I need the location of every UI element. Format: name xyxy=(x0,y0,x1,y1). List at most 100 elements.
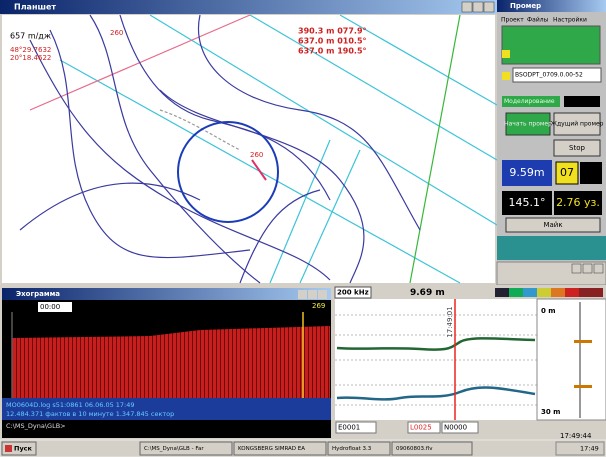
taskbar: Пуск C:\MS_Dyna\GLB - Far KONGSBERG SIMR… xyxy=(0,439,606,457)
indicator xyxy=(502,72,510,80)
survey-lines-part-part xyxy=(149,14,498,226)
heading-box xyxy=(502,191,552,215)
counter-box xyxy=(335,421,377,434)
window-controls-part[interactable] xyxy=(593,263,604,274)
window-controls-part[interactable] xyxy=(483,1,495,13)
status-box xyxy=(564,96,600,107)
heading-value: 145.1° xyxy=(509,196,546,209)
survey-lines-part-part xyxy=(249,14,498,161)
window-controls-part[interactable] xyxy=(582,263,593,274)
control-panel: Промер Проект Файлы Настройки BSODPT_070… xyxy=(496,0,606,286)
window-controls-part[interactable] xyxy=(472,1,484,13)
task-label: C:\MS_Dyna\GLB - Far xyxy=(144,446,204,452)
start-button-part[interactable] xyxy=(505,112,551,136)
window-controls-part[interactable] xyxy=(571,263,582,274)
range-grid xyxy=(335,314,537,406)
survey-lines-part-part xyxy=(299,149,361,284)
range-strip xyxy=(536,298,606,421)
window-controls[interactable] xyxy=(571,263,604,274)
time-dropdown[interactable] xyxy=(38,302,72,312)
stop-button[interactable]: Stop xyxy=(553,139,601,157)
time-mark: 17:49:01 xyxy=(446,306,454,337)
window-controls-part[interactable] xyxy=(318,290,327,299)
task-button[interactable]: 09060803.flv xyxy=(391,441,473,456)
start-button[interactable]: Начать промер xyxy=(504,112,552,136)
range-top: 0 m xyxy=(541,307,556,315)
start-menu-button-part[interactable] xyxy=(5,445,12,452)
map-window: Планшет 657 m/дж 48°29.7632 20°18.4622 2… xyxy=(0,0,498,285)
file-field[interactable] xyxy=(512,67,602,83)
tray-clock: 17:49 xyxy=(580,445,599,453)
map-label: 260 xyxy=(110,29,123,37)
start-menu-button[interactable]: Пуск xyxy=(1,441,37,456)
log-panel xyxy=(2,398,331,420)
window-controls-part[interactable] xyxy=(461,1,473,13)
menu-item[interactable]: Настройки xyxy=(553,17,587,24)
menu-item[interactable]: Файлы xyxy=(527,17,549,24)
gps-box xyxy=(501,25,601,65)
survey-lines-part-part xyxy=(198,14,421,231)
color-palette-part xyxy=(551,288,565,297)
title-bar xyxy=(2,288,331,300)
teal-bar xyxy=(497,236,606,260)
task-label: Hydrofloat 3.3 xyxy=(332,446,372,452)
task-button-part[interactable] xyxy=(327,441,391,456)
color-palette xyxy=(495,288,603,297)
frequency: 200 kHz xyxy=(337,289,369,297)
task-button[interactable]: KONGSBERG SIMRAD EA xyxy=(233,441,327,456)
window-title: Эхограмма xyxy=(16,290,60,298)
ping-label: 269 xyxy=(312,302,325,310)
map-scale: 657 m/дж xyxy=(10,32,51,41)
task-button-part[interactable] xyxy=(233,441,327,456)
second-trace xyxy=(336,386,536,401)
color-palette-part xyxy=(495,288,509,297)
wait-button[interactable]: Ждущий промер xyxy=(551,112,604,136)
echogram-window: Эхограмма 00:00 269 MO0604D.log s51:0861… xyxy=(0,285,333,440)
wait-button-part[interactable] xyxy=(553,112,601,136)
console-path: C:\MS_Dyna\GLB> xyxy=(6,422,66,430)
sounder-clock: 17:49:44 xyxy=(560,432,592,440)
counter: E0001 xyxy=(338,424,360,432)
survey-lines-part-part xyxy=(49,29,251,259)
counter-box xyxy=(407,421,441,434)
file-name: BSODPT_0709.0.00-52 xyxy=(515,72,583,79)
survey-lines-part xyxy=(251,159,267,181)
window-controls[interactable] xyxy=(461,1,495,13)
line-box xyxy=(555,161,579,185)
window-controls[interactable] xyxy=(298,290,327,299)
map-coord: 20°18.4622 xyxy=(10,54,51,62)
mic-button[interactable]: Майк xyxy=(505,217,601,233)
survey-lines-part-part xyxy=(29,39,331,281)
task-button-part[interactable] xyxy=(139,441,233,456)
map-readout: 637.0 m 010.5° xyxy=(298,37,367,46)
range-echo xyxy=(574,340,592,343)
window-title: Промер xyxy=(510,2,541,10)
bottom-trace xyxy=(336,337,536,351)
map-readout: 637.0 m 190.5° xyxy=(298,47,367,56)
survey-lines-part-part xyxy=(159,89,365,284)
start-label: Пуск xyxy=(14,445,33,453)
button-label: Ждущий промер xyxy=(551,121,604,128)
window-controls-part[interactable] xyxy=(298,290,307,299)
stop-button-part[interactable] xyxy=(553,139,601,157)
survey-lines xyxy=(19,14,498,284)
counter: N0000 xyxy=(444,424,467,432)
time-value: 00:00 xyxy=(40,303,60,311)
map-label: 260 xyxy=(250,151,263,159)
mic-button-part[interactable] xyxy=(505,217,601,233)
task-button[interactable]: Hydrofloat 3.3 xyxy=(327,441,391,456)
map-coord: 48°29.7632 xyxy=(10,46,51,54)
window-controls-part[interactable] xyxy=(308,290,317,299)
tray xyxy=(555,441,605,456)
menu-item[interactable]: Проект xyxy=(501,17,524,24)
sounder-depth: 9.69 m xyxy=(410,288,445,298)
log-line: MO0604D.log s51:0861 06.06.05 17:49 xyxy=(6,401,135,409)
status-bar xyxy=(502,96,560,107)
task-button-part[interactable] xyxy=(391,441,473,456)
button-label: Майк xyxy=(543,221,562,229)
button-label: Stop xyxy=(569,144,585,152)
speed-box xyxy=(554,191,602,215)
survey-lines-part-part xyxy=(339,14,498,106)
task-button[interactable]: C:\MS_Dyna\GLB - Far xyxy=(139,441,233,456)
